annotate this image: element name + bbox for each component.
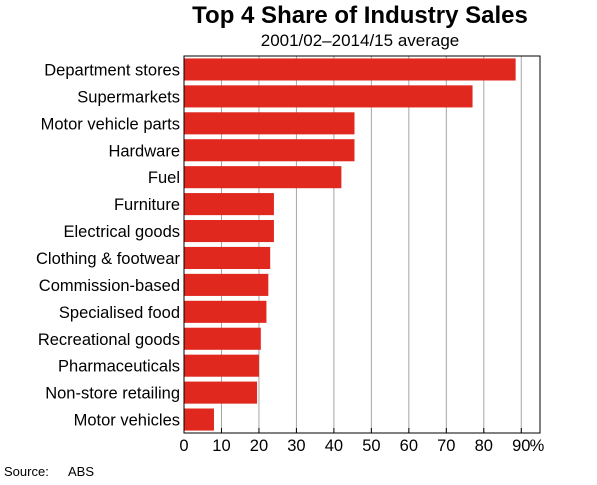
- tick-label: 60: [400, 437, 418, 455]
- category-label: Hardware: [108, 142, 180, 160]
- plot-frame: [183, 55, 541, 434]
- bar: [184, 354, 259, 377]
- category-label: Motor vehicles: [74, 412, 180, 430]
- bar: [184, 219, 274, 243]
- category-label: Motor vehicle parts: [41, 115, 180, 133]
- category-label: Furniture: [114, 196, 180, 214]
- bar: [184, 85, 473, 108]
- source-label: Source:: [4, 464, 49, 479]
- tick-label: 90: [512, 437, 530, 455]
- category-label: Specialised food: [59, 304, 180, 322]
- category-label: Department stores: [44, 61, 180, 79]
- bar: [184, 327, 261, 350]
- bar: [184, 300, 267, 323]
- category-label: Electrical goods: [64, 223, 180, 241]
- source-note: Source: ABS: [4, 464, 94, 480]
- tick-label: 30: [287, 437, 305, 455]
- bar: [184, 58, 516, 81]
- bar: [184, 166, 342, 189]
- category-label: Commission-based: [39, 277, 180, 295]
- tick-label: 40: [325, 437, 343, 455]
- category-label: Supermarkets: [77, 88, 180, 106]
- category-label: Non-store retailing: [45, 385, 180, 403]
- bar: [184, 381, 258, 404]
- chart-title: Top 4 Share of Industry Sales: [192, 2, 528, 29]
- tick-label: 80: [475, 437, 493, 455]
- x-axis-unit-label: %: [530, 437, 545, 455]
- bar: [184, 193, 274, 216]
- bar: [184, 139, 355, 162]
- tick-label: 20: [250, 437, 268, 455]
- category-label: Recreational goods: [38, 331, 180, 349]
- bar: [184, 273, 269, 296]
- chart-subtitle: 2001/02–2014/15 average: [260, 31, 460, 50]
- category-label: Clothing & footwear: [36, 250, 181, 268]
- tick-label: 50: [362, 437, 380, 455]
- source-value: ABS: [68, 464, 95, 479]
- bar: [184, 246, 271, 270]
- bar: [184, 112, 355, 135]
- category-label: Fuel: [148, 169, 180, 187]
- category-label: Pharmaceuticals: [58, 358, 180, 376]
- tick-label: 0: [179, 437, 188, 455]
- bar: [184, 408, 214, 431]
- tick-label: 70: [437, 437, 455, 455]
- tick-label: 10: [212, 437, 230, 455]
